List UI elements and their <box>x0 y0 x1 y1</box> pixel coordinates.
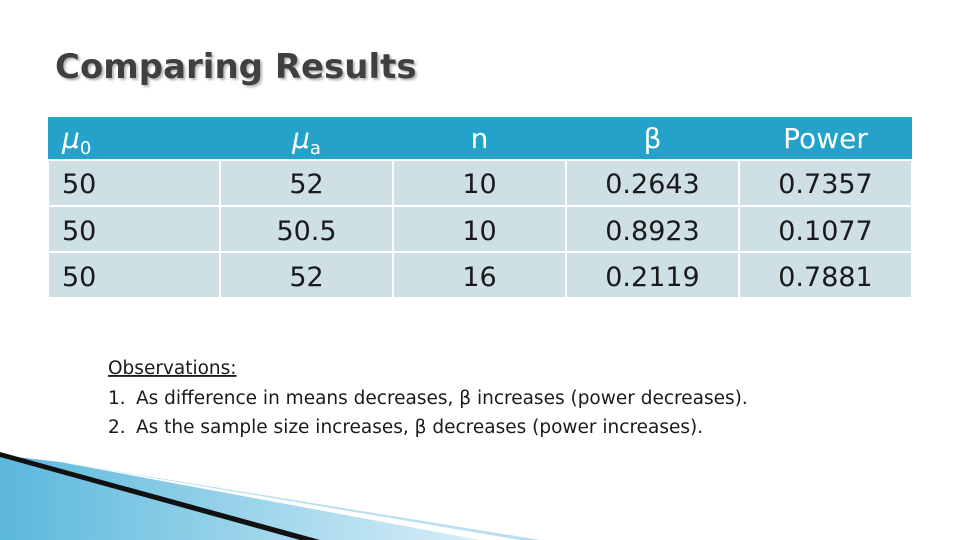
table-cell-text: 50.5 <box>276 216 336 247</box>
table-cell <box>565 205 740 253</box>
table-cell <box>738 205 913 253</box>
decoration <box>0 452 320 540</box>
slide-title: Comparing Results <box>55 47 417 87</box>
table-cell-text: 52 <box>289 169 323 200</box>
table-cell-text: 0.2643 <box>605 169 699 200</box>
header-symbol: μ <box>291 122 310 155</box>
table-cell-text: 50 <box>62 169 96 200</box>
item-text: As difference in means decreases, β incr… <box>136 388 748 409</box>
table-cell-text: 0.7357 <box>778 169 872 200</box>
header-row <box>48 117 912 160</box>
table-cell-text: 16 <box>462 262 496 293</box>
table-cell <box>738 251 913 299</box>
table-cell <box>392 205 567 253</box>
observations: Observations: 1. As difference in means de… <box>108 358 748 438</box>
table-cell-text: 0.1077 <box>778 216 872 247</box>
decoration <box>60 462 540 540</box>
table-cell <box>565 251 740 299</box>
table-cell-text: 0.2119 <box>605 262 699 293</box>
table-cell-text: 10 <box>462 216 496 247</box>
header-symbol: Power <box>783 122 868 155</box>
header-subscript: a <box>310 138 321 159</box>
table-cell <box>392 159 567 207</box>
table-cell <box>47 159 221 207</box>
header-symbol: β <box>644 122 662 155</box>
header-symbol: n <box>471 122 489 155</box>
item-text: As the sample size increases, β decrease… <box>136 417 703 438</box>
header-symbol: μ <box>61 122 80 155</box>
table-cell <box>47 251 221 299</box>
column-header: Power <box>783 122 868 155</box>
table-cell <box>219 251 394 299</box>
item-number: 2. <box>108 417 126 438</box>
column-header: μ0 <box>61 122 91 159</box>
table-cell <box>219 159 394 207</box>
table-cell-text: 0.8923 <box>605 216 699 247</box>
table-cell-text: 0.7881 <box>778 262 872 293</box>
table-cell-text: 50 <box>62 262 96 293</box>
table-cell-text: 52 <box>289 262 323 293</box>
header-subscript: 0 <box>80 138 91 159</box>
decoration <box>0 455 480 540</box>
table-cell-text: 50 <box>62 216 96 247</box>
column-header: β <box>644 122 662 155</box>
table-cell <box>392 251 567 299</box>
table-cell-text: 10 <box>462 169 496 200</box>
column-header: μa <box>291 122 321 159</box>
observations-heading: Observations: <box>108 358 237 379</box>
item-number: 1. <box>108 388 126 409</box>
column-header: n <box>471 122 489 155</box>
